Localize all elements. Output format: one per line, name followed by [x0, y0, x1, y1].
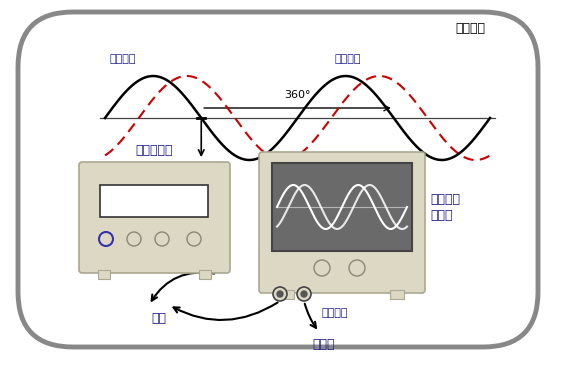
- Circle shape: [155, 232, 169, 246]
- Text: オシロス: オシロス: [430, 193, 460, 206]
- Circle shape: [99, 232, 113, 246]
- Circle shape: [301, 291, 307, 297]
- Text: 360°: 360°: [284, 90, 311, 100]
- Circle shape: [277, 291, 283, 297]
- Bar: [100, 185, 208, 217]
- Text: 入力信号: 入力信号: [110, 54, 136, 64]
- Text: コープ: コープ: [430, 209, 453, 222]
- Bar: [280, 290, 294, 299]
- Circle shape: [297, 287, 311, 301]
- Text: 出力端: 出力端: [312, 338, 335, 351]
- Text: プローブ: プローブ: [322, 308, 348, 318]
- Text: ケーブル: ケーブル: [455, 22, 485, 35]
- Text: 出力信号: 出力信号: [335, 54, 361, 64]
- Circle shape: [349, 260, 365, 276]
- Bar: [272, 163, 412, 251]
- FancyBboxPatch shape: [79, 162, 230, 273]
- Text: 位相角: 位相角: [203, 170, 223, 180]
- FancyBboxPatch shape: [259, 152, 425, 293]
- Bar: [98, 270, 110, 279]
- Text: 信号発生器: 信号発生器: [136, 144, 173, 157]
- Circle shape: [273, 287, 287, 301]
- FancyBboxPatch shape: [18, 12, 538, 347]
- Bar: [390, 290, 404, 299]
- Circle shape: [187, 232, 201, 246]
- Circle shape: [127, 232, 141, 246]
- Circle shape: [314, 260, 330, 276]
- Text: 入力: 入力: [151, 312, 167, 325]
- Bar: [199, 270, 211, 279]
